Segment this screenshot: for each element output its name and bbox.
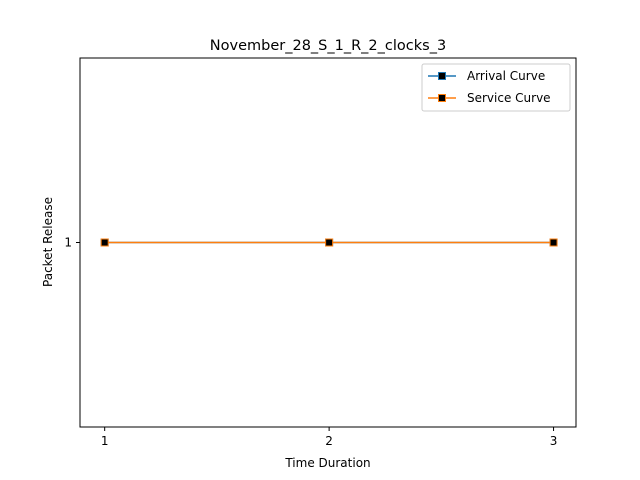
x-axis-title: Time Duration xyxy=(284,456,370,470)
series-layer xyxy=(100,238,558,247)
legend: Arrival Curve Service Curve xyxy=(421,63,571,112)
x-tick-label: 3 xyxy=(550,434,558,448)
series-2-point xyxy=(100,238,109,247)
legend-box xyxy=(421,63,571,112)
x-tick-label: 1 xyxy=(101,434,109,448)
legend-label: Service Curve xyxy=(467,91,551,105)
chart-title: November_28_S_1_R_2_clocks_3 xyxy=(210,38,446,54)
legend-label: Arrival Curve xyxy=(467,69,545,83)
series-2-point xyxy=(325,238,334,247)
x-axis-ticks: 1 2 3 xyxy=(101,427,558,448)
y-axis-ticks: 1 xyxy=(64,236,80,250)
y-axis-title: Packet Release xyxy=(41,197,55,287)
legend-swatch-marker xyxy=(438,94,446,102)
y-tick-label: 1 xyxy=(64,236,72,250)
series-2-point xyxy=(549,238,558,247)
x-tick-label: 2 xyxy=(325,434,333,448)
legend-swatch-marker xyxy=(438,72,446,80)
